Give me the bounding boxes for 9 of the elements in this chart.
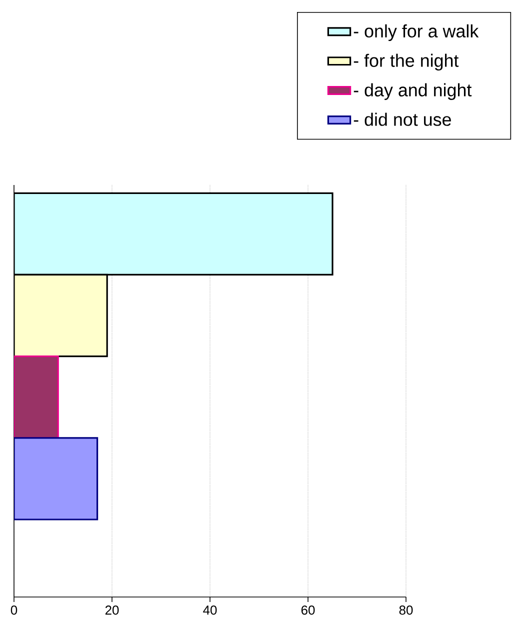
- x-tick-label: 0: [10, 606, 18, 615]
- legend-label: - did not use: [354, 112, 451, 126]
- legend-label: - day and night: [354, 83, 472, 100]
- legend-label: - only for a walk: [354, 24, 479, 42]
- x-tick-label: 60: [301, 606, 315, 615]
- legend-label: - for the night: [354, 54, 459, 71]
- x-tick-label: 20: [105, 606, 119, 615]
- x-tick-label: 40: [203, 606, 217, 615]
- x-tick-label: 80: [399, 606, 413, 615]
